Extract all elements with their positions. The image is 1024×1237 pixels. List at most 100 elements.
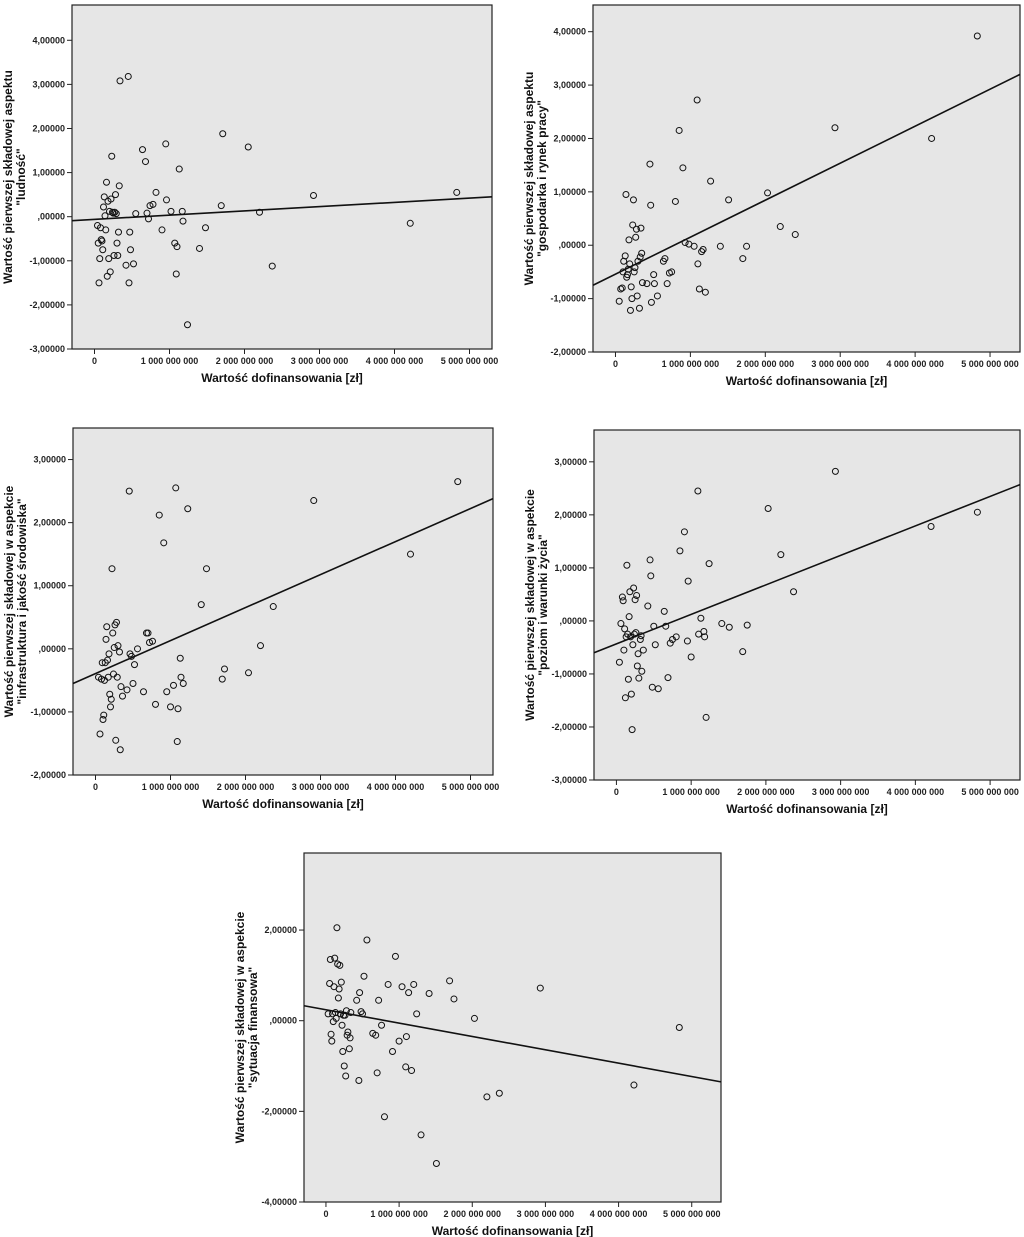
data-point [764,504,772,512]
x-tick-label: 3 000 000 000 [517,1209,575,1219]
data-point [653,292,661,300]
y-tick-label: -3,00000 [551,775,587,785]
data-point [268,262,276,270]
data-point [175,165,183,173]
data-point [109,629,117,637]
data-point [203,565,210,573]
data-point [405,989,413,997]
plot-area [303,852,722,1203]
y-tick-label: -2,00000 [261,1106,297,1116]
data-point [637,632,645,640]
data-point [149,637,156,645]
x-tick-label: 5 000 000 000 [441,356,499,366]
data-point [111,208,119,216]
data-point [637,224,645,232]
data-point [114,252,122,260]
data-point [155,511,163,519]
data-point [116,77,124,85]
data-point [690,242,698,250]
data-point [638,667,646,675]
data-point [100,193,108,201]
y-tick-label: 2,00000 [553,133,586,143]
chart-2: -2,00000 -1,00000 ,00000 1,00000 2,00000 3,00… [522,4,1021,388]
data-point [342,1007,350,1015]
data-point [391,952,399,960]
data-point [256,208,263,216]
data-point [701,288,709,296]
data-point [96,255,104,263]
chart-4: -3,00000 -2,00000 -1,00000 ,00000 1,00000 2,0… [523,429,1021,816]
data-point [671,197,679,205]
data-point [178,207,186,215]
x-axis-title: Wartość dofinansowania [zł] [201,371,363,385]
y-tick-label: 3,00000 [553,80,586,90]
x-tick-label: 2 000 000 000 [216,356,274,366]
data-point [109,208,116,216]
data-point [324,1010,332,1018]
data-point [636,635,644,643]
data-point [395,1037,403,1045]
y-axis-title-line: Wartość pierwszej składowej w aspekcie [2,485,16,717]
data-point [244,143,252,151]
data-point [618,593,626,601]
data-point [109,209,117,217]
data-point [623,271,631,279]
x-axis-title: Wartość dofinansowania [zł] [202,797,364,811]
data-point [630,1081,638,1089]
x-tick-label: 4 000 000 000 [367,782,425,792]
data-point [217,202,225,210]
data-point [831,467,839,475]
data-point [627,690,635,698]
regression-line [593,483,1021,654]
data-point [113,673,121,681]
x-tick-label: 0 [92,356,97,366]
data-point [335,985,343,993]
data-point [117,683,125,691]
data-point [380,1113,388,1121]
data-point [355,1077,363,1085]
data-point [632,629,640,637]
data-point [158,226,166,234]
x-tick-label: 4 000 000 000 [887,787,945,797]
data-point [700,628,708,636]
data-point [333,924,341,932]
data-point [402,1033,410,1041]
data-point [342,1072,350,1080]
data-point [345,1045,353,1053]
data-point [139,146,146,154]
data-point [764,189,772,197]
data-point [116,746,124,754]
data-point [647,298,655,306]
data-point [106,207,113,215]
data-point [625,236,633,244]
data-point [332,1014,340,1022]
data-point [725,623,733,631]
x-tick-label: 1 000 000 000 [662,359,720,369]
data-point [108,152,116,160]
data-point [144,629,152,637]
y-tick-label: -4,00000 [261,1197,297,1207]
data-point [152,700,159,708]
y-tick-label: -1,00000 [30,707,66,717]
data-point [112,191,119,199]
data-point [627,283,635,291]
y-tick-label: 1,00000 [553,187,586,197]
data-point [196,244,203,252]
data-point [425,990,433,998]
data-point [638,279,646,287]
data-point [112,736,120,744]
data-point [626,260,634,268]
x-axis-title: Wartość dofinansowania [zł] [432,1224,594,1237]
data-point [170,681,177,689]
data-point [631,264,639,272]
data-point [693,96,701,104]
data-point [716,242,724,250]
data-point [680,528,688,536]
data-point [624,675,632,683]
data-point [152,188,160,196]
data-point [450,995,458,1003]
data-point [654,685,662,693]
data-point [145,215,152,223]
data-point [701,633,709,641]
data-point [360,972,368,980]
